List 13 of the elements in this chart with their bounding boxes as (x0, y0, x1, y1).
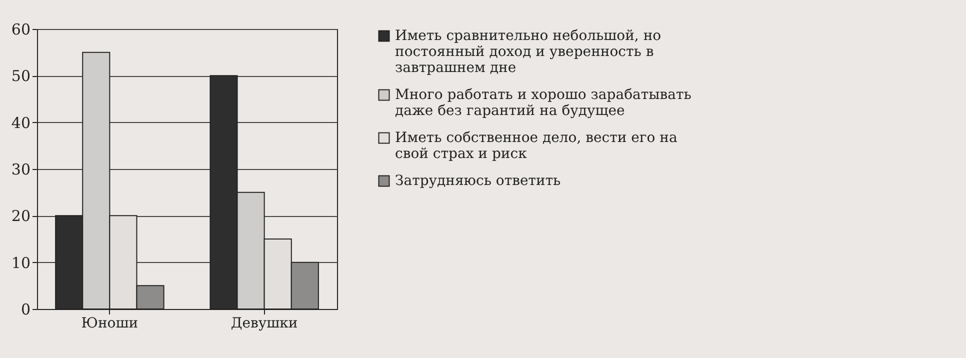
legend-label: Много работать и хорошо зарабатывать даже без гарантий на будущее (395, 87, 692, 119)
x-tick-label: Девушки (230, 316, 298, 332)
y-tick-label: 60 (11, 20, 30, 38)
legend-label: Затрудняюсь ответить (395, 173, 562, 189)
y-tick-label: 0 (20, 300, 30, 318)
y-tick-label: 20 (11, 207, 30, 226)
legend-label: Иметь сравнительно небольшой, но постоянный доход и уверенность в завтрашнем дне (395, 28, 662, 76)
y-tick-label: 50 (11, 67, 30, 86)
legend-label: Иметь собственное дело, вести его на свой страх и риск (395, 130, 678, 162)
y-tick-label: 30 (11, 160, 30, 178)
y-tick-label: 40 (11, 114, 30, 132)
y-tick-label: 10 (11, 254, 30, 272)
x-tick-label: Юноши (81, 316, 138, 332)
